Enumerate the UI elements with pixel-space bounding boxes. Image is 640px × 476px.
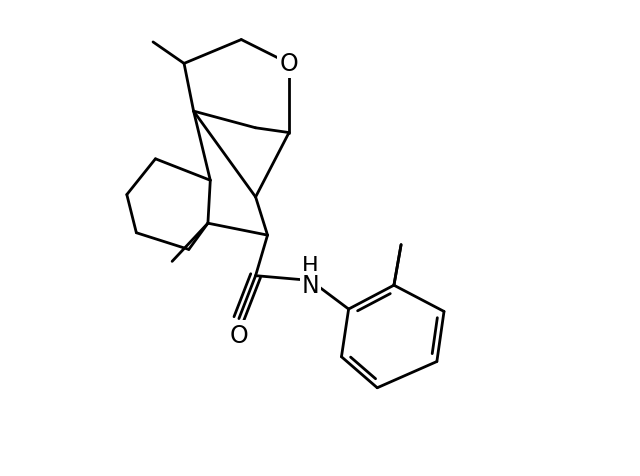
Text: H: H (302, 256, 319, 276)
Text: N: N (301, 274, 319, 298)
Text: O: O (230, 324, 248, 347)
Text: O: O (280, 52, 298, 76)
